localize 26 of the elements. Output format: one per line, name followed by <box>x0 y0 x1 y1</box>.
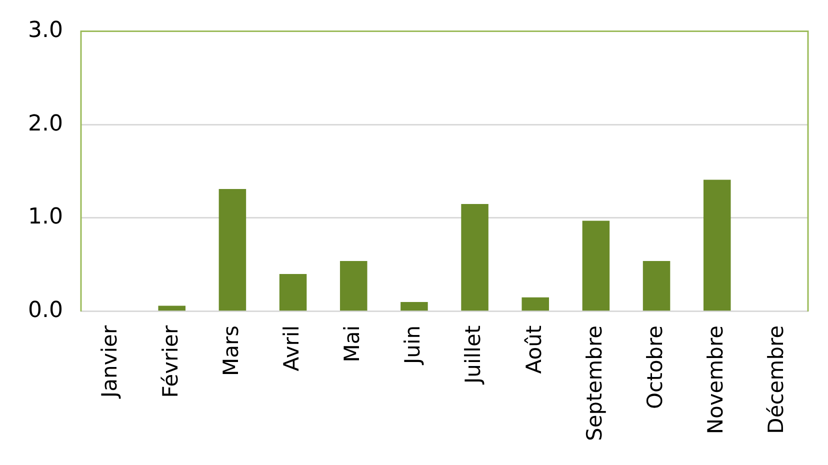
x-tick-label: Mars <box>218 325 243 376</box>
y-tick-label: 2.0 <box>28 111 63 136</box>
y-tick-label: 3.0 <box>28 18 63 43</box>
x-tick-label: Mai <box>340 325 364 362</box>
bar <box>703 180 731 311</box>
x-tick-label: Septembre <box>582 325 606 442</box>
bar <box>461 204 488 311</box>
bar <box>279 274 307 311</box>
x-tick-label: Janvier <box>98 325 122 400</box>
x-tick-label: Août <box>522 325 546 374</box>
bar <box>158 306 186 311</box>
x-tick-label: Avril <box>279 325 304 372</box>
x-tick-label: Décembre <box>764 325 788 434</box>
x-tick-label: Octobre <box>642 325 667 409</box>
x-tick-label: Novembre <box>704 325 728 434</box>
x-tick-label: Février <box>158 325 182 398</box>
bar <box>218 189 246 311</box>
y-tick-label: 0.0 <box>28 298 63 324</box>
bar <box>340 260 368 311</box>
bar <box>522 297 549 311</box>
bar <box>400 302 428 311</box>
bar <box>582 220 610 311</box>
x-tick-label: Juin <box>400 325 425 366</box>
x-tick-label: Juillet <box>461 325 486 386</box>
y-tick-label: 1.0 <box>28 204 63 230</box>
bar <box>642 260 670 311</box>
